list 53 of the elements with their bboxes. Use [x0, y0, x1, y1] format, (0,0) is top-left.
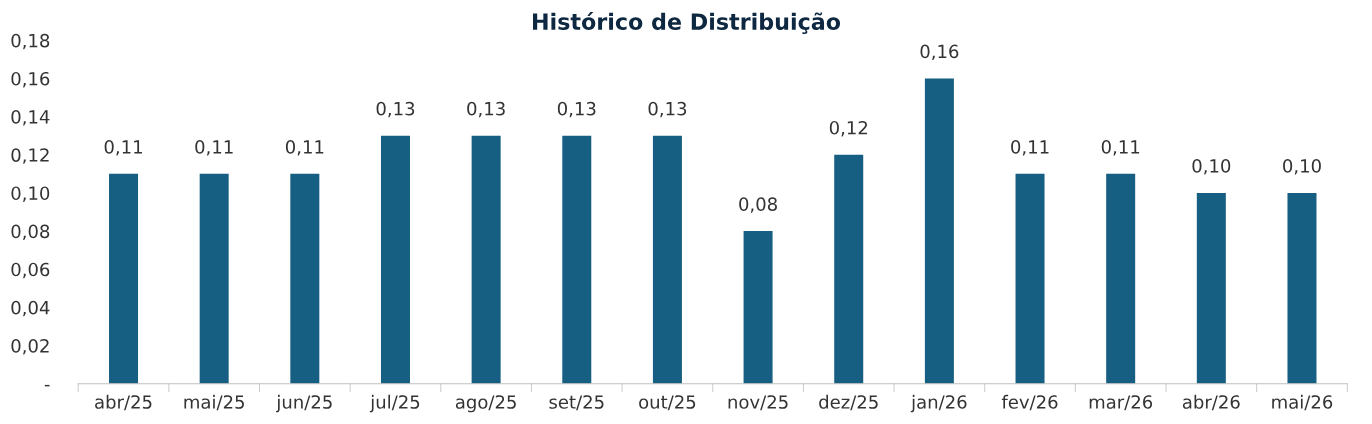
x-tick-label: mai/25	[184, 394, 244, 411]
bar	[1015, 173, 1045, 384]
bar	[743, 231, 773, 384]
data-label: 0,13	[376, 101, 415, 118]
x-tick-label: out/25	[639, 395, 696, 411]
data-label: 0,12	[829, 120, 868, 137]
bar	[471, 135, 501, 384]
x-tick-label: nov/25	[728, 395, 788, 411]
data-label: 0,08	[739, 197, 777, 213]
y-tick-label: 0,10	[11, 186, 50, 202]
x-tick-label: mar/26	[1089, 395, 1153, 411]
data-label: 0,10	[1283, 159, 1321, 175]
bar	[1106, 173, 1136, 384]
data-label: 0,11	[1101, 140, 1140, 156]
x-tick-label: jul/25	[369, 394, 420, 413]
bar	[652, 135, 682, 384]
data-label: 0,16	[920, 44, 959, 61]
x-tick-label: abr/25	[95, 394, 152, 411]
bar	[924, 78, 954, 384]
bar	[562, 135, 592, 384]
data-label: 0,11	[104, 140, 142, 156]
bar	[380, 135, 410, 384]
data-label: 0,11	[195, 140, 233, 156]
bar	[1196, 192, 1226, 384]
x-tick-label: fev/26	[1001, 394, 1058, 411]
y-tick-label: 0,12	[11, 148, 49, 164]
y-tick-label: -	[44, 384, 50, 387]
data-label: 0,13	[557, 101, 596, 118]
x-tick-label: dez/25	[819, 394, 878, 411]
chart-title: Histórico de Distribuição	[533, 11, 841, 35]
data-label: 0,11	[285, 140, 324, 156]
y-tick-label: 0,14	[11, 110, 50, 126]
y-tick-label: 0,18	[11, 33, 50, 50]
data-label: 0,13	[467, 101, 505, 118]
y-tick-label: 0,04	[11, 300, 50, 317]
x-tick-label: jun/25	[276, 394, 332, 413]
bar	[1287, 192, 1317, 384]
bar	[834, 154, 864, 384]
data-label: 0,11	[1011, 140, 1049, 156]
x-tick-label: mai/26	[1272, 394, 1333, 411]
bar	[199, 173, 229, 384]
y-tick-label: 0,08	[11, 224, 50, 241]
data-label: 0,13	[648, 101, 687, 118]
x-tick-label: abr/26	[1182, 394, 1240, 411]
x-tick-label: jan/26	[910, 394, 967, 413]
y-tick-label: 0,16	[11, 71, 50, 88]
x-tick-label: set/25	[549, 395, 604, 411]
bar	[290, 173, 320, 384]
x-tick-label: ago/25	[455, 395, 516, 413]
bar	[109, 173, 139, 384]
y-tick-label: 0,02	[11, 339, 49, 355]
y-tick-label: 0,06	[11, 262, 50, 279]
data-label: 0,10	[1192, 159, 1231, 175]
